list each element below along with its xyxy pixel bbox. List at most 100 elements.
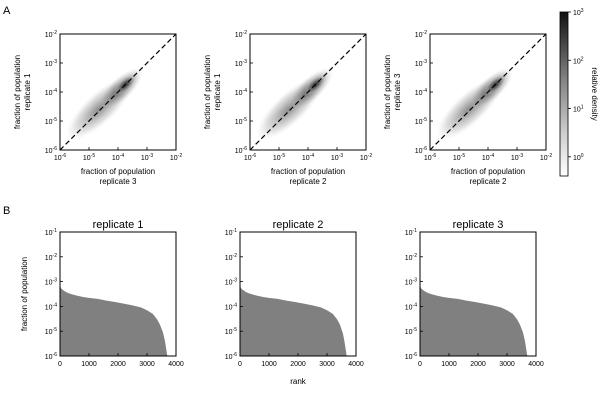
x-tick-label: 2000 bbox=[290, 361, 306, 368]
xlabel: rank bbox=[290, 377, 307, 386]
y-tick-label: 10-2 bbox=[415, 30, 427, 39]
y-tick-label: 10-6 bbox=[225, 352, 237, 361]
y-tick-label: 10-2 bbox=[235, 30, 247, 39]
density-plot-1: fraction of population replicate 1 fract… bbox=[13, 30, 182, 186]
y-tick-label: 10-4 bbox=[235, 88, 247, 97]
x-tick-label: 10-4 bbox=[302, 153, 314, 162]
x-tick-label: 1000 bbox=[81, 361, 97, 368]
ylabel-line1: fraction of population bbox=[13, 55, 22, 129]
y-tick-label: 10-6 bbox=[45, 352, 57, 361]
y-tick-label: 10-5 bbox=[415, 117, 427, 126]
area-series bbox=[420, 284, 528, 356]
plot-title: replicate 3 bbox=[453, 219, 504, 231]
y-tick-label: 10-5 bbox=[45, 117, 57, 126]
panel-label-a: A bbox=[3, 5, 11, 17]
y-tick-label: 10-4 bbox=[45, 302, 57, 311]
plot-title: replicate 1 bbox=[93, 219, 144, 231]
y-tick-label: 10-5 bbox=[235, 117, 247, 126]
x-tick-label: 0 bbox=[418, 361, 422, 368]
y-tick-label: 10-5 bbox=[225, 327, 237, 336]
x-tick-label: 10-6 bbox=[54, 153, 66, 162]
colorbar-label: relative density bbox=[590, 67, 599, 120]
y-tick-label: 10-5 bbox=[45, 327, 57, 336]
x-tick-label: 10-4 bbox=[112, 153, 124, 162]
x-tick-label: 10-3 bbox=[331, 153, 343, 162]
xlabel-line1: fraction of population bbox=[271, 167, 345, 176]
y-tick-label: 10-3 bbox=[415, 59, 427, 68]
y-tick-label: 10-4 bbox=[225, 302, 237, 311]
ylabel-line1: fraction of population bbox=[203, 55, 212, 129]
xlabel-line2: replicate 2 bbox=[470, 177, 507, 186]
y-tick-label: 10-1 bbox=[225, 228, 237, 237]
x-tick-label: 10-2 bbox=[170, 153, 182, 162]
area-series bbox=[240, 284, 347, 356]
rank-plot-3: replicate 3 0 1000 2000 3000 4000 10-6 10-5 10-… bbox=[405, 219, 544, 368]
x-tick-label: 2000 bbox=[470, 361, 486, 368]
colorbar-tick-label: 100 bbox=[573, 153, 584, 162]
x-tick-label: 10-6 bbox=[424, 153, 436, 162]
colorbar-tick-label: 103 bbox=[573, 8, 584, 17]
y-tick-label: 10-3 bbox=[235, 59, 247, 68]
xlabel-line1: fraction of population bbox=[81, 167, 155, 176]
y-tick-label: 10-1 bbox=[45, 228, 57, 237]
x-tick-label: 4000 bbox=[528, 361, 544, 368]
rank-plot-2: replicate 2 rank 0 1000 2000 3000 4000 10-6 10… bbox=[225, 219, 364, 386]
plot-title: replicate 2 bbox=[273, 219, 324, 231]
y-tick-label: 10-3 bbox=[45, 59, 57, 68]
x-tick-label: 10-2 bbox=[360, 153, 372, 162]
x-tick-label: 10-5 bbox=[453, 153, 465, 162]
y-tick-label: 10-1 bbox=[405, 228, 417, 237]
y-tick-label: 10-4 bbox=[415, 88, 427, 97]
x-tick-label: 10-2 bbox=[540, 153, 552, 162]
y-tick-label: 10-3 bbox=[225, 278, 237, 287]
colorbar-tick-label: 102 bbox=[573, 56, 584, 65]
ylabel-line2: replicate 3 bbox=[393, 73, 402, 110]
xlabel-line2: replicate 2 bbox=[290, 177, 327, 186]
y-tick-label: 10-2 bbox=[225, 253, 237, 262]
y-tick-label: 10-2 bbox=[45, 253, 57, 262]
x-tick-label: 3000 bbox=[139, 361, 155, 368]
y-tick-label: 10-3 bbox=[405, 278, 417, 287]
colorbar-tick-label: 101 bbox=[573, 105, 584, 114]
y-tick-label: 10-6 bbox=[235, 146, 247, 155]
y-tick-label: 10-4 bbox=[45, 88, 57, 97]
y-tick-label: 10-3 bbox=[45, 278, 57, 287]
y-tick-label: 10-6 bbox=[45, 146, 57, 155]
y-tick-label: 10-4 bbox=[405, 302, 417, 311]
ylabel-line1: fraction of population bbox=[383, 55, 392, 129]
ylabel-line2: replicate 1 bbox=[23, 73, 32, 110]
colorbar-gradient bbox=[559, 11, 569, 177]
ylabel-line2: replicate 1 bbox=[213, 73, 222, 110]
x-tick-label: 10-5 bbox=[273, 153, 285, 162]
diagonal-line bbox=[59, 33, 177, 151]
area-series bbox=[60, 284, 168, 356]
rank-plot-1: replicate 1 fraction of population 0 1000… bbox=[20, 219, 184, 368]
density-plot-2: fraction of population replicate 1 fract… bbox=[203, 30, 372, 186]
x-tick-label: 4000 bbox=[168, 361, 184, 368]
x-tick-label: 2000 bbox=[110, 361, 126, 368]
y-tick-label: 10-5 bbox=[405, 327, 417, 336]
xlabel-line1: fraction of population bbox=[451, 167, 525, 176]
y-tick-label: 10-6 bbox=[415, 146, 427, 155]
density-plot-3: fraction of population replicate 3 fract… bbox=[383, 30, 552, 186]
panel-label-b: B bbox=[3, 205, 10, 217]
ylabel: fraction of population bbox=[20, 257, 29, 331]
x-tick-label: 3000 bbox=[319, 361, 335, 368]
x-tick-label: 0 bbox=[238, 361, 242, 368]
x-tick-label: 10-3 bbox=[141, 153, 153, 162]
x-tick-label: 1000 bbox=[261, 361, 277, 368]
x-tick-label: 4000 bbox=[348, 361, 364, 368]
y-tick-label: 10-2 bbox=[45, 30, 57, 39]
x-tick-label: 3000 bbox=[499, 361, 515, 368]
x-tick-label: 1000 bbox=[441, 361, 457, 368]
diagonal-line bbox=[429, 33, 547, 151]
colorbar: relative density 100 101 102 103 bbox=[559, 8, 599, 177]
x-tick-label: 10-5 bbox=[83, 153, 95, 162]
x-tick-label: 10-3 bbox=[511, 153, 523, 162]
x-tick-label: 10-4 bbox=[482, 153, 494, 162]
x-tick-label: 0 bbox=[58, 361, 62, 368]
x-tick-label: 10-6 bbox=[244, 153, 256, 162]
y-tick-label: 10-2 bbox=[405, 253, 417, 262]
xlabel-line2: replicate 3 bbox=[100, 177, 137, 186]
